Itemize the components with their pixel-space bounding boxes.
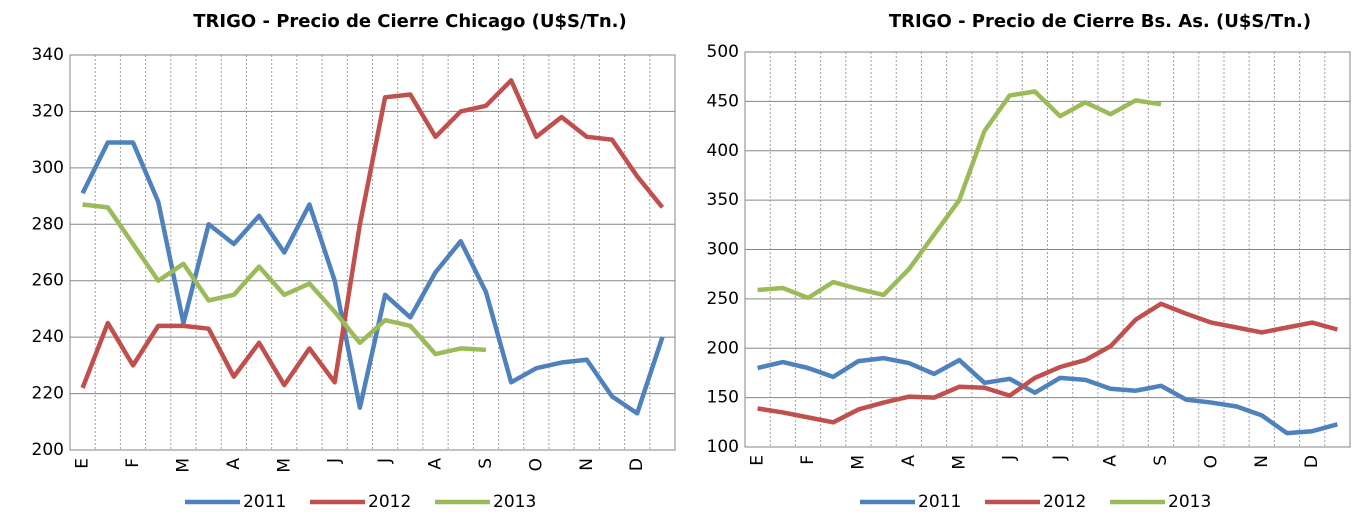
y-tick-label: 260 xyxy=(32,271,64,291)
y-tick-label: 300 xyxy=(32,158,64,178)
x-tick-label: M xyxy=(274,458,294,473)
x-tick-label: J xyxy=(375,458,395,464)
x-tick-label: D xyxy=(1302,455,1322,468)
x-tick-label: F xyxy=(798,455,818,465)
chart-title: TRIGO - Precio de Cierre Bs. As. (U$S/Tn… xyxy=(889,11,1311,32)
y-tick-label: 200 xyxy=(707,338,739,358)
y-tick-label: 340 xyxy=(32,45,64,65)
y-tick-label: 250 xyxy=(707,289,739,309)
legend-label: 2012 xyxy=(368,492,411,512)
x-tick-label: A xyxy=(899,455,919,467)
plot-frame xyxy=(744,51,1351,448)
legend-label: 2011 xyxy=(918,492,961,512)
series-line xyxy=(757,89,1162,301)
y-tick-label: 100 xyxy=(707,437,739,457)
y-tick-label: 350 xyxy=(707,190,739,210)
x-tick-label: E xyxy=(73,458,93,469)
x-tick-label: N xyxy=(1252,455,1272,468)
y-tick-label: 400 xyxy=(707,141,739,161)
x-tick-label: N xyxy=(577,458,597,471)
y-tick-label: 450 xyxy=(707,91,739,111)
x-tick-label: J xyxy=(325,458,345,464)
x-tick-label: E xyxy=(748,455,768,466)
y-tick-label: 500 xyxy=(707,42,739,62)
series-line xyxy=(757,301,1338,425)
y-tick-label: 240 xyxy=(32,327,64,347)
x-tick-label: M xyxy=(949,455,969,470)
legend-label: 2013 xyxy=(493,492,536,512)
legend-label: 2011 xyxy=(243,492,286,512)
x-tick-label: M xyxy=(173,458,193,473)
x-tick-label: A xyxy=(426,458,446,470)
series-line xyxy=(82,202,487,357)
series-line xyxy=(80,78,665,389)
legend-label: 2013 xyxy=(1168,492,1211,512)
y-tick-label: 300 xyxy=(707,240,739,260)
x-tick-label: J xyxy=(1000,455,1020,461)
y-tick-label: 150 xyxy=(707,388,739,408)
plot-frame xyxy=(69,54,676,451)
x-tick-label: D xyxy=(627,458,647,471)
y-tick-label: 220 xyxy=(32,384,64,404)
legend-label: 2012 xyxy=(1043,492,1086,512)
x-tick-label: O xyxy=(526,458,546,471)
series-line xyxy=(757,355,1338,436)
x-tick-label: A xyxy=(1101,455,1121,467)
x-tick-label: S xyxy=(476,458,496,469)
x-tick-label: O xyxy=(1201,455,1221,468)
x-tick-label: A xyxy=(224,458,244,470)
y-tick-label: 200 xyxy=(32,440,64,460)
y-tick-label: 320 xyxy=(32,101,64,121)
y-tick-label: 280 xyxy=(32,214,64,234)
series-line xyxy=(80,140,665,416)
x-tick-label: J xyxy=(1050,455,1070,461)
chart-title: TRIGO - Precio de Cierre Chicago (U$S/Tn… xyxy=(193,11,626,32)
x-tick-label: M xyxy=(848,455,868,470)
x-tick-label: S xyxy=(1151,455,1171,466)
x-tick-label: F xyxy=(123,458,143,468)
